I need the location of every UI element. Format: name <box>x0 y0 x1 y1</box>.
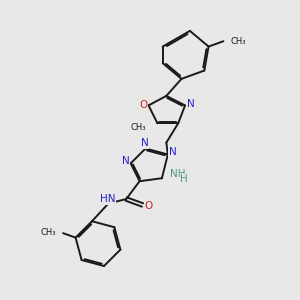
Text: CH₃: CH₃ <box>40 228 56 237</box>
Text: O: O <box>144 201 153 211</box>
Text: H: H <box>180 174 188 184</box>
Text: N: N <box>169 147 177 157</box>
Text: NH: NH <box>170 169 186 179</box>
Text: O: O <box>139 100 147 110</box>
Text: N: N <box>187 99 194 109</box>
Text: N: N <box>122 156 130 166</box>
Text: CH₃: CH₃ <box>231 37 246 46</box>
Text: HN: HN <box>100 194 116 204</box>
Text: N: N <box>141 139 148 148</box>
Text: CH₃: CH₃ <box>130 123 146 132</box>
